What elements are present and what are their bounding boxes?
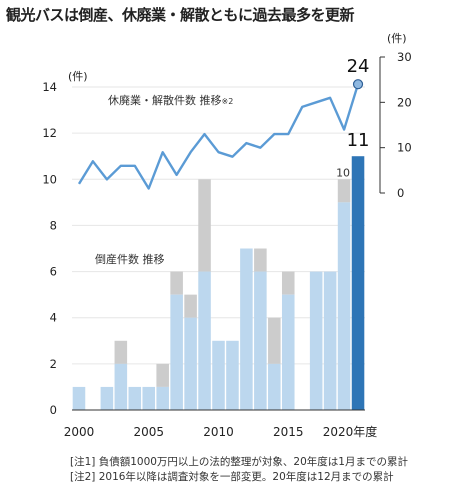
bar (281, 294, 295, 410)
right-tick-label: 10 (397, 141, 412, 155)
bar-gray-segment (281, 271, 295, 295)
left-tick-label: 14 (42, 80, 57, 94)
bar-highlight (351, 156, 365, 410)
line-series-note-mark: ※2 (222, 97, 234, 106)
bar (337, 202, 351, 410)
bar (198, 271, 211, 410)
left-tick-label: 2 (50, 357, 57, 371)
left-tick-label: 0 (50, 403, 57, 417)
x-tick-label-last: 2020年度 (323, 424, 378, 439)
right-tick-label: 20 (397, 95, 412, 109)
left-tick-label: 8 (50, 218, 57, 232)
x-tick-label: 2000 (64, 425, 95, 439)
line-data-label: 24 (347, 56, 370, 77)
bar-gray-segment (198, 179, 211, 272)
bar (128, 386, 142, 410)
bar-gray-segment (156, 363, 169, 387)
left-tick-label: 6 (50, 265, 57, 279)
bar (309, 271, 323, 410)
right-tick-label: 0 (397, 186, 404, 200)
left-tick-label: 4 (50, 311, 57, 325)
bar-gray-segment (114, 340, 128, 364)
bar-data-label: 10 (336, 166, 350, 179)
x-tick-label: 2005 (133, 425, 164, 439)
line-series (77, 83, 360, 190)
chart-title: 観光バスは倒産、休廃業・解散ともに過去最多を更新 (6, 6, 355, 24)
footnote-2: [注2] 2016年以降は調査対象を一部変更。20年度は12月までの累計 (70, 471, 394, 483)
bar-gray-segment (337, 179, 351, 203)
bar-series-label: 倒産件数 推移 (95, 252, 165, 266)
bar (156, 386, 169, 410)
left-axis-unit: (件) (68, 70, 88, 83)
right-axis-unit: (件) (387, 32, 407, 45)
left-tick-label: 10 (42, 172, 57, 186)
bar (100, 386, 114, 410)
bar (323, 271, 337, 410)
bar (142, 386, 156, 410)
bar-gray-segment (268, 317, 281, 364)
line-end-point (352, 79, 364, 90)
footnote-1: [注1] 負債額1000万円以上の法的整理が対象、20年度は1月までの累計 (70, 456, 408, 468)
line-series-label: 休廃業・解散件数 推移※2 (108, 93, 233, 107)
bar (254, 271, 267, 410)
bar (72, 386, 86, 410)
bar-gray-segment (184, 294, 197, 318)
right-tick-label: 30 (397, 50, 412, 64)
bar (184, 317, 197, 410)
bar-gray-segment (254, 248, 267, 272)
bar-data-label-highlight: 11 (347, 130, 370, 151)
x-tick-label: 2015 (273, 425, 304, 439)
x-tick-label: 2010 (203, 425, 234, 439)
bar (170, 294, 183, 410)
bar (114, 363, 128, 410)
left-tick-label: 12 (42, 126, 57, 140)
bar (226, 340, 239, 410)
bar (212, 340, 225, 410)
bar (240, 248, 253, 410)
bar-gray-segment (170, 271, 183, 295)
bar (268, 363, 281, 410)
